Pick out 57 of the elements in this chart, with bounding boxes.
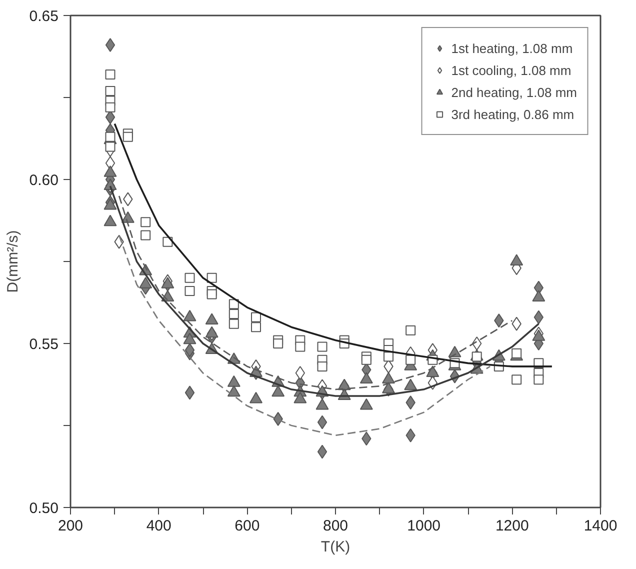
y-tick-label: 0.50 — [29, 500, 59, 517]
x-tick-label: 1200 — [495, 518, 529, 534]
point — [183, 332, 196, 344]
point — [512, 348, 522, 358]
point — [534, 374, 544, 385]
point — [510, 254, 524, 266]
point — [273, 338, 284, 348]
legend-label: 1st cooling, 1.08 mm — [451, 62, 572, 78]
y-axis-title: D(mm²/s) — [4, 230, 22, 293]
x-tick-label: 200 — [58, 518, 84, 534]
point — [183, 310, 196, 322]
y-tick-label: 0.60 — [29, 172, 59, 189]
point — [104, 198, 117, 210]
point — [184, 343, 195, 358]
point — [472, 352, 482, 362]
legend-label: 3rd heating, 0.86 mm — [451, 106, 574, 122]
point — [532, 290, 546, 302]
point — [295, 342, 306, 352]
point — [105, 142, 116, 152]
y-tick-label: 0.65 — [29, 8, 59, 25]
point — [382, 382, 395, 394]
point — [122, 132, 133, 142]
point — [206, 289, 217, 300]
point — [184, 386, 195, 400]
point — [361, 354, 372, 365]
point — [532, 330, 546, 341]
x-tick-label: 800 — [322, 518, 348, 534]
point — [139, 277, 152, 288]
y-tick-label: 0.55 — [29, 336, 59, 353]
point — [105, 102, 116, 112]
point — [317, 444, 328, 459]
point — [316, 398, 329, 410]
x-tick-label: 1000 — [407, 518, 441, 534]
point — [317, 415, 328, 430]
point — [404, 378, 418, 390]
point — [104, 214, 117, 226]
point — [227, 375, 240, 387]
point — [250, 392, 262, 404]
point — [272, 385, 285, 397]
point — [105, 132, 116, 142]
legend-label: 2nd heating, 1.08 mm — [451, 84, 577, 100]
point — [105, 110, 116, 124]
x-tick-label: 400 — [146, 518, 172, 534]
legend-label: 1st heating, 1.08 mm — [451, 40, 573, 56]
point — [360, 398, 373, 410]
point — [205, 313, 218, 325]
point — [360, 372, 373, 384]
point — [205, 326, 218, 338]
x-tick-label: 600 — [234, 518, 260, 534]
point — [426, 366, 440, 377]
point — [382, 372, 395, 384]
point — [406, 354, 416, 365]
point — [227, 385, 240, 397]
point — [105, 38, 116, 52]
x-tick-label: 1400 — [584, 518, 618, 534]
point — [294, 392, 307, 404]
x-axis-title: T(K) — [320, 538, 350, 556]
